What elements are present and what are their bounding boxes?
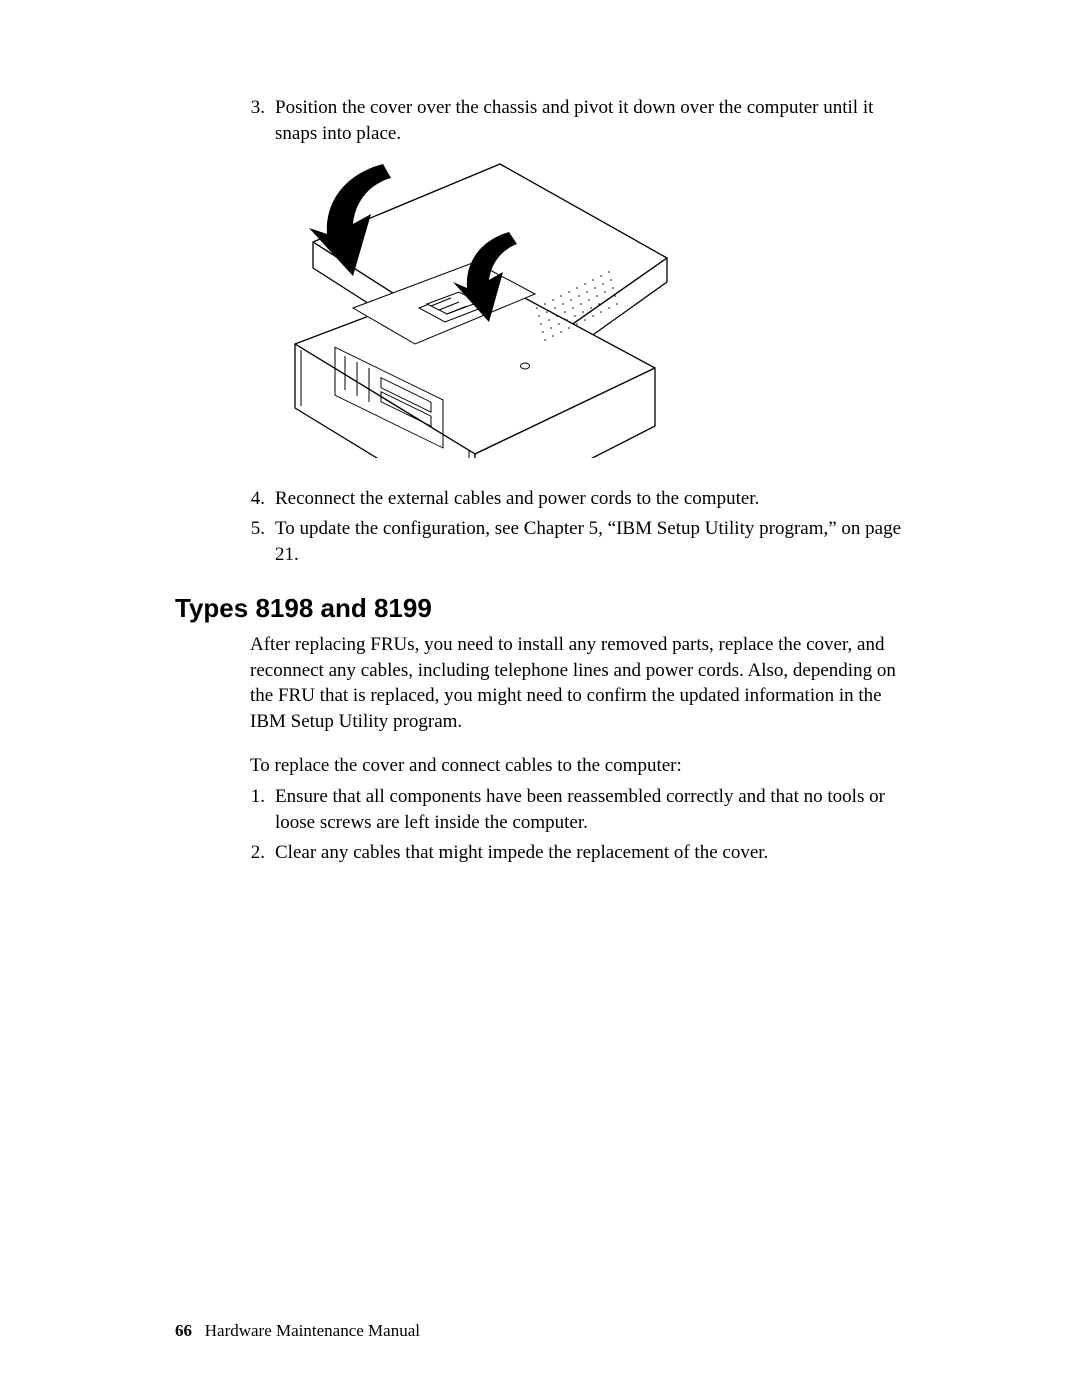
page-number: 66 (175, 1321, 192, 1340)
intro-paragraph: After replacing FRUs, you need to instal… (250, 632, 910, 735)
step-number: 2. (175, 840, 275, 866)
list-item: 1. Ensure that all components have been … (175, 784, 910, 835)
step-number: 3. (175, 95, 275, 121)
footer-title: Hardware Maintenance Manual (205, 1321, 420, 1340)
step-text: Ensure that all components have been rea… (275, 784, 910, 835)
chassis-cover-diagram (275, 158, 680, 468)
list-item: 2. Clear any cables that might impede th… (175, 840, 910, 866)
list-item: 3. Position the cover over the chassis a… (175, 95, 910, 146)
step-text: Reconnect the external cables and power … (275, 486, 910, 512)
list-item: 5. To update the configuration, see Chap… (175, 516, 910, 567)
step-text: To update the configuration, see Chapter… (275, 516, 910, 567)
step-list-top: 3. Position the cover over the chassis a… (175, 95, 910, 146)
section-heading: Types 8198 and 8199 (175, 593, 910, 624)
step-number: 1. (175, 784, 275, 810)
step-list-bottom: 1. Ensure that all components have been … (175, 784, 910, 865)
step-number: 5. (175, 516, 275, 542)
page: 3. Position the cover over the chassis a… (0, 0, 1080, 1397)
step-number: 4. (175, 486, 275, 512)
step-text: Position the cover over the chassis and … (275, 95, 910, 146)
list-item: 4. Reconnect the external cables and pow… (175, 486, 910, 512)
lead-in-paragraph: To replace the cover and connect cables … (250, 753, 910, 779)
illustration-wrap (275, 158, 910, 468)
page-footer: 66 Hardware Maintenance Manual (175, 1321, 420, 1341)
step-text: Clear any cables that might impede the r… (275, 840, 910, 866)
content-area: 3. Position the cover over the chassis a… (175, 95, 910, 865)
step-list-top-cont: 4. Reconnect the external cables and pow… (175, 486, 910, 567)
